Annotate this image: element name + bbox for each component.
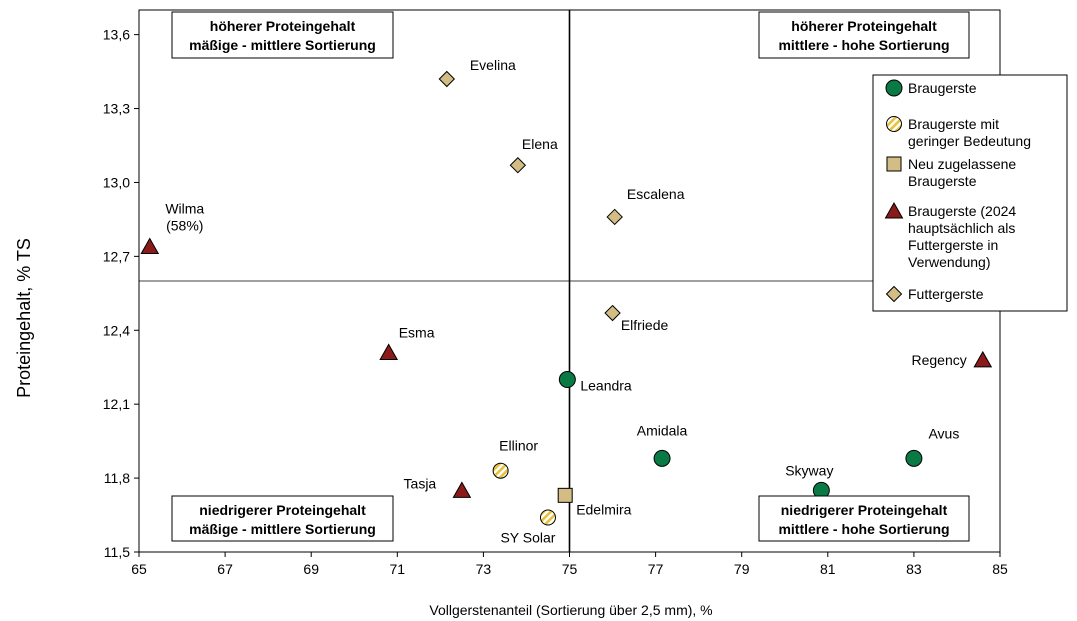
data-point: [973, 350, 993, 368]
legend-marker: [886, 116, 902, 132]
legend-item: Braugerste: [885, 79, 977, 97]
quadrant-line-1: niedrigerer Proteingehalt: [781, 502, 948, 518]
legend-label: Braugerste: [908, 173, 977, 189]
x-tick-label: 83: [906, 561, 922, 577]
x-tick-label: 73: [476, 561, 492, 577]
x-tick-label: 81: [820, 561, 836, 577]
point-label: Ellinor: [499, 438, 538, 454]
point-label: Regency: [912, 352, 967, 368]
quadrant-box-bottom-left: niedrigerer Proteingehalt mäßige - mittle…: [171, 495, 394, 542]
point-label: Escalena: [627, 186, 685, 202]
data-point: [539, 509, 556, 526]
point-label: Wilma (58%): [165, 201, 204, 234]
y-tick-label: 13,0: [103, 174, 130, 190]
x-tick-label: 69: [303, 561, 319, 577]
legend-label: Futtergerste in: [908, 237, 998, 253]
legend-marker: [886, 156, 902, 172]
point-label: Esma: [399, 324, 435, 340]
y-tick-label: 13,6: [103, 27, 130, 43]
point-label: Edelmira: [576, 501, 631, 517]
y-tick-label: 12,7: [103, 248, 130, 264]
quadrant-box-top-right: höherer Proteingehalt mittlere - hohe Sor…: [758, 11, 970, 59]
data-point: [379, 343, 399, 360]
data-point: [653, 449, 671, 467]
legend-label: geringer Bedeutung: [908, 133, 1031, 149]
x-tick-label: 75: [562, 561, 578, 577]
quadrant-line-1: höherer Proteingehalt: [791, 18, 937, 34]
legend-label: Neu zugelassene: [908, 156, 1016, 172]
legend-label: Futtergerste: [908, 286, 984, 302]
y-tick-label: 13,3: [103, 101, 130, 117]
y-tick-label: 12,4: [103, 322, 130, 338]
point-label: Elena: [522, 136, 558, 152]
quadrant-line-2: mittlere - hohe Sortierung: [778, 521, 949, 537]
legend-label: hauptsächlich als: [908, 220, 1015, 236]
y-tick-label: 11,5: [104, 544, 130, 560]
y-tick-label: 11,8: [104, 470, 130, 486]
quadrant-line-2: mäßige - mittlere Sortierung: [189, 521, 376, 537]
y-tick-label: 12,1: [103, 396, 130, 412]
x-tick-label: 77: [648, 561, 664, 577]
data-point: [606, 208, 623, 226]
legend-label: Verwendung): [908, 254, 991, 270]
legend-label: Braugerste mit: [908, 116, 999, 132]
x-tick-label: 65: [131, 561, 147, 577]
legend-label: Braugerste (2024: [908, 203, 1016, 219]
data-point: [557, 487, 573, 503]
x-tick-label: 79: [734, 561, 750, 577]
x-axis-title: Vollgerstenanteil (Sortierung über 2,5 m…: [429, 602, 712, 618]
quadrant-line-2: mittlere - hohe Sortierung: [778, 37, 949, 53]
data-point: [140, 237, 160, 255]
point-label: Skyway: [785, 462, 833, 478]
point-label: SY Solar: [500, 530, 555, 546]
data-point: [558, 371, 576, 389]
quadrant-box-bottom-right: niedrigerer Proteingehalt mittlere - hohe…: [758, 495, 970, 542]
quadrant-line-2: mäßige - mittlere Sortierung: [189, 37, 376, 53]
legend-marker: [884, 201, 904, 219]
point-label: Elfriede: [621, 317, 669, 333]
point-label: Avus: [928, 425, 959, 441]
point-label: Amidala: [637, 422, 688, 438]
data-point: [905, 449, 923, 467]
data-point: [492, 462, 509, 479]
legend-marker: [885, 79, 903, 97]
x-tick-label: 67: [217, 561, 233, 577]
legend-item: Futtergerste: [885, 285, 984, 303]
point-label: Leandra: [580, 378, 632, 394]
y-axis-title: Proteingehalt, % TS: [14, 238, 34, 398]
data-point: [509, 157, 527, 174]
point-label: Evelina: [470, 57, 516, 73]
legend-marker: [885, 285, 903, 303]
x-tick-label: 85: [992, 561, 1008, 577]
point-label: Tasja: [404, 475, 437, 491]
data-point: [604, 304, 621, 322]
quadrant-line-1: höherer Proteingehalt: [210, 18, 356, 34]
x-tick-label: 71: [390, 561, 406, 577]
data-point: [452, 481, 472, 498]
legend-label: Braugerste: [908, 80, 977, 96]
quadrant-box-top-left: höherer Proteingehalt mäßige - mittlere S…: [171, 11, 394, 59]
quadrant-line-1: niedrigerer Proteingehalt: [199, 502, 366, 518]
data-point: [438, 70, 456, 88]
